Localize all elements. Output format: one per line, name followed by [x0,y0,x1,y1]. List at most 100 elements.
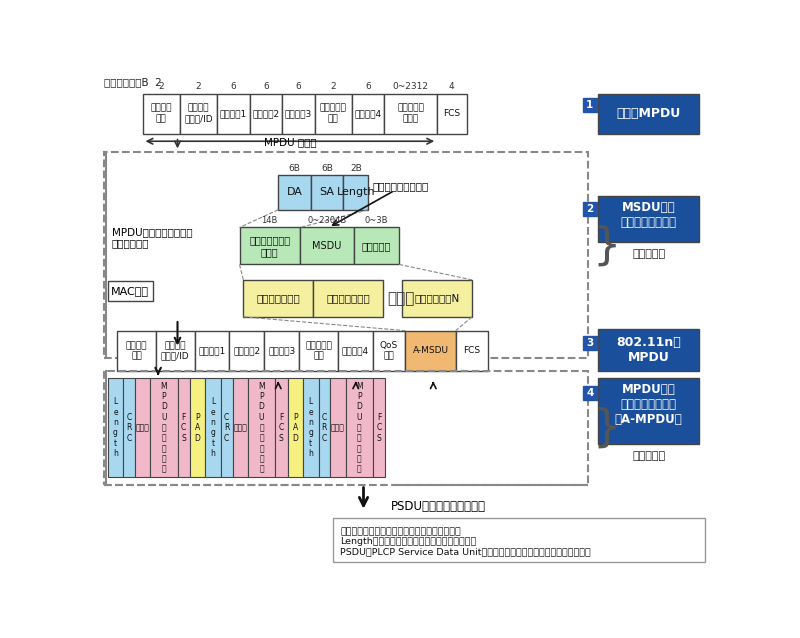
Text: フレーム・
ボディ: フレーム・ ボディ [398,104,424,123]
FancyBboxPatch shape [598,378,699,444]
FancyBboxPatch shape [156,330,194,371]
Text: F
C
S: F C S [376,413,382,443]
Text: 従来のMPDU: 従来のMPDU [617,107,681,120]
FancyBboxPatch shape [318,378,330,477]
FancyBboxPatch shape [333,518,705,563]
FancyBboxPatch shape [402,280,472,317]
Text: 3: 3 [586,338,594,348]
FancyBboxPatch shape [373,330,406,371]
Text: MPDUとしての基本構成
は変わらない: MPDUとしての基本構成 は変わらない [112,226,192,248]
Text: 6: 6 [263,82,269,91]
Text: フレーム
制御: フレーム 制御 [150,104,172,123]
FancyBboxPatch shape [287,378,303,477]
Text: MSDU: MSDU [312,241,342,251]
Text: アドレス3: アドレス3 [285,109,312,118]
FancyBboxPatch shape [338,330,373,371]
Text: 2B: 2B [350,164,362,173]
FancyBboxPatch shape [230,330,264,371]
Text: 6: 6 [366,82,371,91]
Text: QoS
制御: QoS 制御 [380,341,398,360]
FancyBboxPatch shape [300,228,354,264]
Text: （第１回）: （第１回） [632,249,666,260]
Text: DA: DA [286,188,302,197]
Text: MSDUでの
アグリゲーション: MSDUでの アグリゲーション [621,201,677,229]
Text: FCS: FCS [463,346,481,355]
FancyBboxPatch shape [206,378,221,477]
Text: デュレー
ション/ID: デュレー ション/ID [161,341,190,360]
FancyBboxPatch shape [437,94,466,133]
FancyBboxPatch shape [313,280,383,317]
Text: シーケンス
制御: シーケンス 制御 [305,341,332,360]
FancyBboxPatch shape [190,378,206,477]
Text: アドレス2: アドレス2 [234,346,261,355]
Text: F
C
S: F C S [278,413,284,443]
Text: サブフレーム１: サブフレーム１ [256,293,300,303]
Text: MAC副層: MAC副層 [111,286,150,297]
Text: 14B: 14B [262,216,278,225]
FancyBboxPatch shape [217,94,250,133]
Text: PSDUとして物理層へ提供: PSDUとして物理層へ提供 [390,500,486,513]
FancyBboxPatch shape [373,378,386,477]
FancyBboxPatch shape [456,330,488,371]
Text: 2: 2 [586,204,594,214]
FancyBboxPatch shape [275,378,287,477]
Text: シーケンス
制御: シーケンス 制御 [320,104,346,123]
Text: 0~3B: 0~3B [365,216,389,225]
Text: }: } [593,406,622,449]
Text: デュレーション：無線回線を使用する予定期間
Length：データの長さ（バイト）を示すビット
PSDU：PLCP Service Data Unit，物理レイヤ: デュレーション：無線回線を使用する予定期間 Length：データの長さ（バイト）… [340,527,591,557]
FancyBboxPatch shape [598,94,699,133]
Text: フレーム
制御: フレーム 制御 [126,341,147,360]
Text: デュレー
ション/ID: デュレー ション/ID [184,104,213,123]
FancyBboxPatch shape [239,228,300,264]
Text: アドレス4: アドレス4 [342,346,369,355]
FancyBboxPatch shape [346,378,373,477]
FancyBboxPatch shape [221,378,233,477]
FancyBboxPatch shape [243,280,313,317]
FancyBboxPatch shape [135,378,150,477]
Text: 802.11nの
MPDU: 802.11nの MPDU [616,336,681,364]
FancyBboxPatch shape [123,378,135,477]
FancyBboxPatch shape [108,378,123,477]
Text: M
P
D
U
ペ
イ
ロ
ー
ド: M P D U ペ イ ロ ー ド [161,382,167,474]
FancyBboxPatch shape [583,336,597,350]
Text: 4: 4 [449,82,454,91]
Text: A-MSDU: A-MSDU [413,346,449,355]
Text: 6: 6 [230,82,236,91]
Text: アドレス3: アドレス3 [268,346,295,355]
Text: 0~2304B: 0~2304B [307,216,346,225]
Text: M
P
D
U
ペ
イ
ロ
ー
ド: M P D U ペ イ ロ ー ド [356,382,362,474]
Text: アドレス2: アドレス2 [252,109,279,118]
FancyBboxPatch shape [598,329,699,371]
Text: 2: 2 [158,82,164,91]
FancyBboxPatch shape [354,228,399,264]
Text: P
A
D: P A D [292,413,298,443]
FancyBboxPatch shape [278,175,310,210]
Text: 6: 6 [295,82,302,91]
FancyBboxPatch shape [406,330,456,371]
FancyBboxPatch shape [583,386,597,400]
Text: サブフレームN: サブフレームN [414,293,460,303]
Text: （第２回）: （第２回） [632,451,666,461]
Text: ヘッダ: ヘッダ [136,423,150,432]
Text: L
e
n
g
t
h: L e n g t h [308,397,314,458]
Text: MPDUでの
アグリゲーション
（A-MPDU）: MPDUでの アグリゲーション （A-MPDU） [615,383,682,426]
Text: }: } [593,225,622,267]
Text: 0~2312: 0~2312 [393,82,429,91]
Text: ・・・: ・・・ [386,291,414,306]
Text: アドレス1: アドレス1 [198,346,226,355]
Text: 上位層からのデータ: 上位層からのデータ [373,182,429,191]
Text: L
e
n
g
t
h: L e n g t h [210,397,215,458]
FancyBboxPatch shape [250,94,282,133]
Text: アドレス1: アドレス1 [220,109,247,118]
FancyBboxPatch shape [282,94,314,133]
Text: 2: 2 [330,82,336,91]
Text: 6B: 6B [289,164,301,173]
FancyBboxPatch shape [117,330,156,371]
Text: Length: Length [337,188,375,197]
FancyBboxPatch shape [330,378,346,477]
FancyBboxPatch shape [598,196,699,242]
FancyBboxPatch shape [248,378,275,477]
Text: L
e
n
g
t
h: L e n g t h [113,397,118,458]
FancyBboxPatch shape [150,378,178,477]
Text: サブフレーム２: サブフレーム２ [326,293,370,303]
